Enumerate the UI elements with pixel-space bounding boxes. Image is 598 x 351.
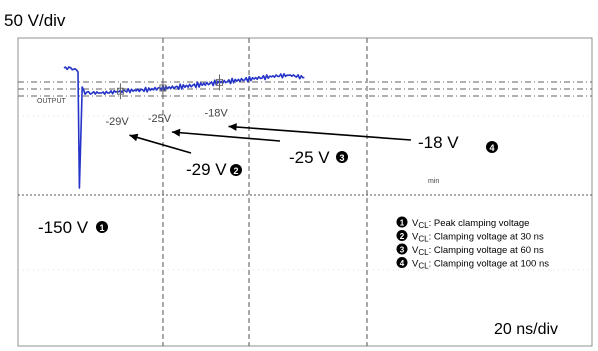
callout-bullet-4 xyxy=(486,141,498,153)
legend-bullet-3 xyxy=(396,243,408,255)
legend-bullet-number-1: 1 xyxy=(400,219,405,228)
callout-bullet-1 xyxy=(96,221,108,233)
marker-arrowhead-3 xyxy=(171,128,181,137)
grid-border xyxy=(17,37,593,347)
legend-bullet-number-4: 4 xyxy=(400,259,405,268)
callout-bullet-number-1: 1 xyxy=(99,223,104,233)
legend-bullet-4 xyxy=(396,257,408,268)
marker-arrow-2 xyxy=(129,134,192,154)
marker-arrowhead-2 xyxy=(129,133,139,142)
cursor-box xyxy=(116,87,124,95)
callout-bullet-number-4: 4 xyxy=(489,143,494,153)
callout-bullet-number-3: 3 xyxy=(339,153,344,163)
legend-entry-3: VCL: Clamping voltage at 60 ns xyxy=(412,245,544,257)
callout-value-1: -150 V xyxy=(38,218,89,237)
marker-arrow-3 xyxy=(171,131,281,142)
legend-bullet-1 xyxy=(396,216,408,228)
x-scale-label: 20 ns/div xyxy=(494,321,558,338)
marker-scope-value-3: -25V xyxy=(148,113,172,125)
legend-entry-4: VCL: Clamping voltage at 100 ns xyxy=(412,259,549,271)
marker-arrow-4 xyxy=(228,125,412,141)
legend-bullet-2 xyxy=(396,230,408,241)
callout-bullet-3 xyxy=(336,151,348,163)
legend-bullet-number-2: 2 xyxy=(400,232,405,241)
callout-bullet-number-2: 2 xyxy=(233,166,238,176)
legend: 1 VCL: Peak clamping voltage 2 VCL: Clampin… xyxy=(396,216,549,271)
voltage-trace xyxy=(63,66,305,189)
callout-bullet-2 xyxy=(230,164,242,176)
y-scale-label: 50 V/div xyxy=(4,11,66,30)
cursor-box xyxy=(159,84,167,92)
legend-entry-1: VCL: Peak clamping voltage xyxy=(412,218,529,230)
callout-value-2: -29 V xyxy=(186,160,227,179)
reference-lines xyxy=(18,81,592,97)
trace-output-label: OUTPUT xyxy=(37,98,67,105)
marker-arrowhead-4 xyxy=(228,123,237,131)
legend-entry-2: VCL: Clamping voltage at 30 ns xyxy=(412,232,544,244)
callout-value-3: -25 V xyxy=(289,148,330,167)
marker-layer: -150 V 1 -29V -29 V 2 -25V -25 V 3 -18V -18 V 4 xyxy=(38,74,498,237)
ground-label: min xyxy=(428,178,439,185)
legend-bullet-number-3: 3 xyxy=(400,246,405,255)
callout-value-4: -18 V xyxy=(418,133,459,152)
marker-scope-value-4: -18V xyxy=(205,107,229,119)
grid-lines xyxy=(17,37,593,347)
marker-scope-value-2: -29V xyxy=(105,116,129,128)
cursor-box xyxy=(216,78,223,86)
